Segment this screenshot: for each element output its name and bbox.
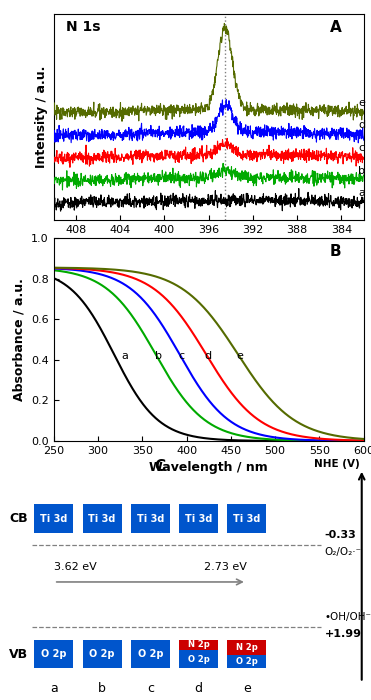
Text: d: d [204,351,211,360]
Text: e: e [358,97,365,108]
Text: e: e [243,682,250,695]
Text: B: B [330,244,342,259]
Text: O 2p: O 2p [41,649,66,659]
Bar [179,640,218,668]
Text: Ti 3d: Ti 3d [40,514,68,524]
Text: O₂/O₂·⁻: O₂/O₂·⁻ [325,547,362,557]
Text: O 2p: O 2p [138,649,163,659]
Text: -0.33: -0.33 [325,530,357,540]
Text: •OH/OH⁻: •OH/OH⁻ [325,612,371,622]
Text: 2.73 eV: 2.73 eV [204,562,247,572]
Text: d: d [358,120,365,130]
Text: Ti 3d: Ti 3d [233,514,260,524]
Text: b: b [155,351,162,360]
Text: a: a [50,682,58,695]
Text: a: a [121,351,128,360]
Text: NHE (V): NHE (V) [314,459,360,469]
Bar [227,504,266,533]
Text: O 2p: O 2p [236,657,257,666]
Text: N 1s: N 1s [66,20,101,34]
Y-axis label: Absorbance / a.u.: Absorbance / a.u. [13,278,26,401]
Text: A: A [330,20,342,35]
Text: VB: VB [9,648,29,661]
Text: d: d [194,682,203,695]
Text: +1.99: +1.99 [325,629,362,639]
Text: 3.62 eV: 3.62 eV [54,562,96,572]
Bar [83,504,122,533]
Bar [179,504,218,533]
Text: c: c [178,351,184,360]
Bar [179,640,218,650]
Text: O 2p: O 2p [188,654,209,664]
Bar [227,640,266,668]
Bar [227,640,266,655]
Text: Ti 3d: Ti 3d [185,514,212,524]
Text: a: a [358,188,365,198]
Text: e: e [236,351,243,360]
Text: Ti 3d: Ti 3d [137,514,164,524]
Bar [131,640,170,668]
Text: b: b [98,682,106,695]
Text: O 2p: O 2p [89,649,115,659]
X-axis label: Binding energy / eV: Binding energy / eV [139,241,278,254]
Bar [83,640,122,668]
Text: N 2p: N 2p [188,640,209,649]
Text: c: c [147,682,154,695]
Bar [35,504,73,533]
Bar [131,504,170,533]
Y-axis label: Intensity / a.u.: Intensity / a.u. [35,66,48,169]
Text: b: b [358,166,365,176]
Text: C: C [154,459,165,474]
Bar [35,640,73,668]
Text: c: c [358,143,364,153]
Text: Ti 3d: Ti 3d [88,514,116,524]
Text: CB: CB [9,512,28,525]
X-axis label: Wavelength / nm: Wavelength / nm [149,461,268,475]
Text: N 2p: N 2p [236,643,257,652]
